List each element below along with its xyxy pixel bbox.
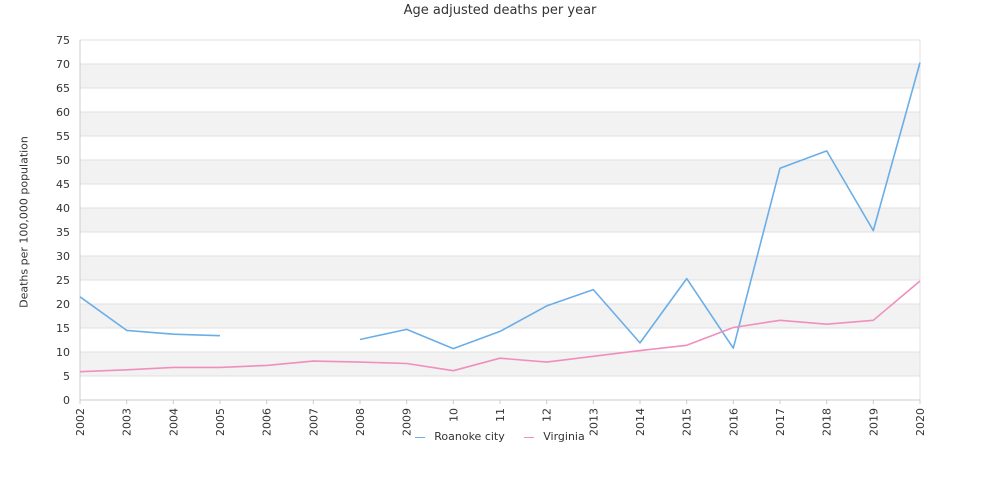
series-line-roanoke (359, 62, 921, 350)
legend-swatch-roanoke (415, 436, 426, 438)
y-tick-label: 50 (56, 154, 70, 167)
grid-band (80, 304, 920, 328)
x-tick-label: 2003 (121, 408, 134, 436)
x-tick-label: 2020 (914, 408, 927, 436)
y-tick-label: 65 (56, 82, 70, 95)
legend-item-roanoke[interactable]: Roanoke city (415, 430, 505, 443)
x-tick-label: 12 (541, 408, 554, 422)
x-tick-label: 2015 (681, 408, 694, 436)
legend-item-virginia[interactable]: Virginia (524, 430, 585, 443)
y-tick-label: 45 (56, 178, 70, 191)
series-line-virginia (79, 280, 921, 373)
grid-band (80, 256, 920, 280)
chart-title: Age adjusted deaths per year (403, 3, 597, 18)
x-tick-label: 2013 (587, 408, 600, 436)
grid-band (80, 64, 920, 88)
x-tick-label: 2005 (214, 408, 227, 436)
y-tick-label: 5 (63, 370, 70, 383)
y-tick-label: 70 (56, 58, 70, 71)
grid-bands (79, 39, 921, 401)
y-tick-label: 15 (56, 322, 70, 335)
y-tick-label: 75 (56, 34, 70, 47)
series-lines (79, 62, 921, 373)
x-tick-label: 2009 (401, 408, 414, 436)
x-tick-label: 2018 (821, 408, 834, 436)
legend-label-virginia: Virginia (543, 430, 585, 443)
x-tick-label: 2007 (307, 408, 320, 436)
x-tick-label: 2004 (167, 408, 180, 436)
grid-band (80, 208, 920, 232)
x-tick-label: 2016 (727, 408, 740, 436)
legend-label-roanoke: Roanoke city (434, 430, 505, 443)
y-tick-label: 40 (56, 202, 70, 215)
x-tick-label: 2014 (634, 408, 647, 436)
x-tick-label: 2019 (867, 408, 880, 436)
y-tick-label: 0 (63, 394, 70, 407)
legend-swatch-virginia (524, 436, 535, 438)
x-tick-label: 2008 (354, 408, 367, 436)
x-axis-ticks: 2002 2003 2004 2005 2006 2007 2008 2009 10 11 12 20… (74, 400, 927, 436)
y-tick-label: 20 (56, 298, 70, 311)
series-line-roanoke (79, 296, 221, 337)
x-tick-label: 10 (447, 408, 460, 422)
x-tick-label: 2002 (74, 408, 87, 436)
x-tick-label: 11 (494, 408, 507, 422)
y-tick-label: 60 (56, 106, 70, 119)
y-tick-label: 30 (56, 250, 70, 263)
y-tick-label: 25 (56, 274, 70, 287)
y-tick-label: 55 (56, 130, 70, 143)
x-tick-label: 2017 (774, 408, 787, 436)
legend: Roanoke city Virginia (0, 430, 1000, 443)
grid-band (80, 112, 920, 136)
grid-band (80, 352, 920, 376)
x-tick-label: 2006 (261, 408, 274, 436)
y-axis-ticks: 0 5 10 15 20 25 30 35 40 45 50 55 60 65 70 75 (56, 34, 70, 407)
y-tick-label: 10 (56, 346, 70, 359)
grid-band (80, 160, 920, 184)
y-tick-label: 35 (56, 226, 70, 239)
